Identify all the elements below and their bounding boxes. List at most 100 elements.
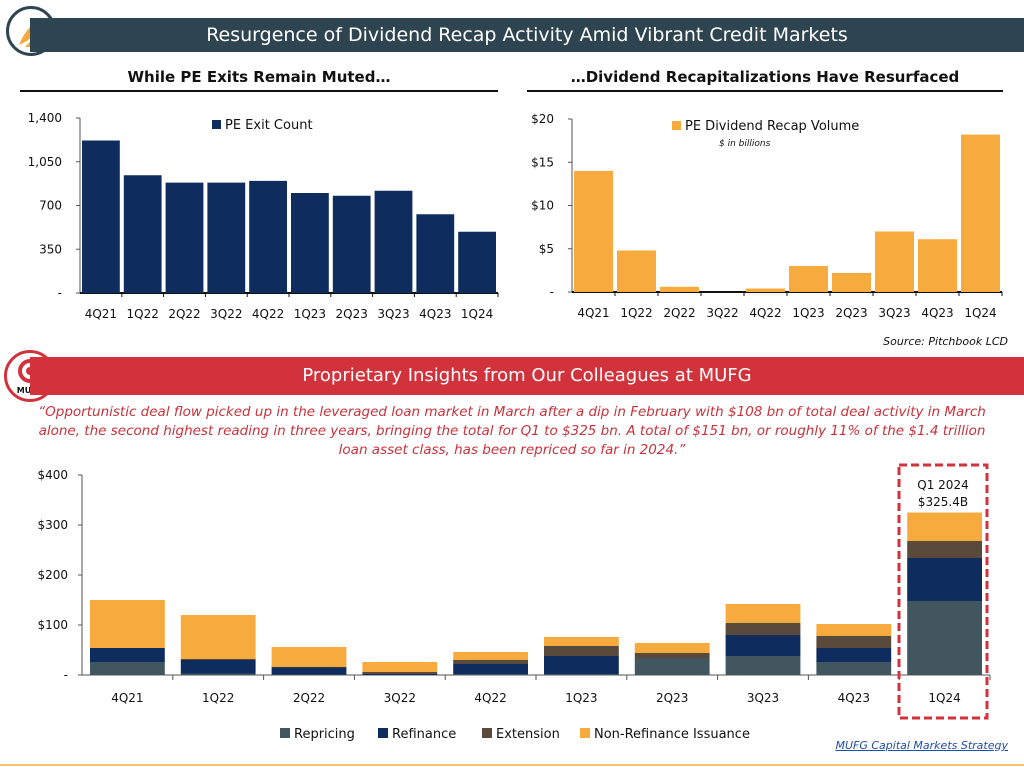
y-tick-label: 350 xyxy=(39,242,62,256)
x-tick-label: 1Q23 xyxy=(565,691,597,705)
y-tick-label: $400 xyxy=(37,468,68,482)
dividend-recap-chart: - $5 $10 $15 $20 4Q21 1Q22 2Q22 3Q22 4Q22 1Q23 2Q23… xyxy=(531,112,1003,320)
x-tick-label: 4Q21 xyxy=(85,307,117,321)
bar-4Q21 xyxy=(574,170,613,292)
bar-4Q23 xyxy=(918,239,957,292)
x-tick-label: 4Q21 xyxy=(111,691,143,705)
bar-1Q23 xyxy=(789,266,828,292)
bar-segment-1Q23-refinance xyxy=(544,656,619,674)
bar-segment-4Q22-non-refinance-issuance xyxy=(453,652,528,660)
loan-activity-chart: - $100 $200 $300 $400 4Q21 1Q22 2Q22 3Q22 4Q22 1Q2… xyxy=(37,463,991,742)
bar-segment-1Q23-extension xyxy=(544,646,619,656)
x-tick-label: 1Q24 xyxy=(928,691,960,705)
bar-4Q21 xyxy=(82,140,120,293)
bar-segment-1Q23-repricing xyxy=(544,674,619,675)
bar-3Q22 xyxy=(207,182,246,293)
bar-segment-2Q22-refinance xyxy=(271,667,347,675)
x-tick-label: 4Q23 xyxy=(838,691,870,705)
x-tick-label: 2Q23 xyxy=(656,691,688,705)
chart-annotation: $ in billions xyxy=(719,139,771,149)
bar-segment-2Q23-repricing xyxy=(634,658,710,675)
bar-segment-4Q21-refinance xyxy=(90,648,165,662)
y-tick-label: $200 xyxy=(37,568,68,582)
bar-segment-1Q24-extension xyxy=(907,541,982,558)
x-tick-label: 3Q22 xyxy=(706,306,738,320)
legend-swatch xyxy=(212,120,221,129)
bar-1Q24 xyxy=(961,134,1000,292)
bar-segment-2Q22-non-refinance-issuance xyxy=(271,647,347,667)
bar-4Q22 xyxy=(746,288,785,292)
bar-segment-3Q23-non-refinance-issuance xyxy=(725,604,801,623)
y-tick-label: $15 xyxy=(531,155,554,169)
x-tick-label: 4Q22 xyxy=(749,306,781,320)
x-tick-label: 2Q23 xyxy=(336,307,368,321)
legend-label: PE Dividend Recap Volume xyxy=(685,119,859,134)
x-tick-label: 2Q23 xyxy=(835,306,867,320)
bar-1Q22 xyxy=(617,250,656,292)
y-tick-label: $10 xyxy=(531,199,554,213)
x-tick-label: 4Q23 xyxy=(921,306,953,320)
y-tick-label: 1,400 xyxy=(28,111,62,125)
quote-text: “Opportunistic deal flow picked up in th… xyxy=(38,404,986,458)
x-tick-label: 4Q22 xyxy=(474,691,506,705)
bar-segment-3Q23-refinance xyxy=(725,635,801,656)
bar-segment-1Q22-extension xyxy=(180,659,256,660)
bar-segment-1Q23-non-refinance-issuance xyxy=(544,637,619,646)
x-tick-label: 4Q21 xyxy=(577,306,609,320)
right-subtitle: …Dividend Recapitalizations Have Resurfa… xyxy=(527,66,1003,92)
mufg-banner: Proprietary Insights from Our Colleagues… xyxy=(30,357,1024,395)
bar-segment-4Q22-repricing xyxy=(453,674,528,675)
x-tick-label: 2Q22 xyxy=(663,306,695,320)
bar-segment-3Q22-refinance xyxy=(362,674,438,675)
x-tick-label: 1Q24 xyxy=(964,306,996,320)
legend-swatch xyxy=(378,728,388,738)
y-tick-label: $300 xyxy=(37,518,68,532)
bar-segment-1Q24-non-refinance-issuance xyxy=(907,512,982,541)
y-tick-label: $5 xyxy=(539,242,554,256)
legend-swatch xyxy=(672,121,681,130)
x-tick-label: 1Q24 xyxy=(461,307,493,321)
bar-1Q22 xyxy=(123,175,162,293)
x-tick-label: 2Q22 xyxy=(168,307,200,321)
bar-segment-1Q22-repricing xyxy=(180,673,256,675)
x-tick-label: 4Q23 xyxy=(419,307,451,321)
bar-segment-2Q23-non-refinance-issuance xyxy=(634,643,710,653)
legend-swatch xyxy=(280,728,290,738)
x-tick-label: 3Q23 xyxy=(747,691,779,705)
bar-segment-3Q23-extension xyxy=(725,623,801,635)
bottom-divider xyxy=(0,764,1024,766)
y-tick-label: - xyxy=(58,286,62,300)
legend-label: Non-Refinance Issuance xyxy=(594,727,750,742)
bar-segment-3Q22-extension xyxy=(362,672,438,674)
y-tick-label: 1,050 xyxy=(28,155,62,169)
source-note: Source: Pitchbook LCD xyxy=(883,335,1008,348)
bar-segment-1Q22-refinance xyxy=(180,660,256,674)
x-tick-label: 1Q22 xyxy=(620,306,652,320)
bar-segment-1Q22-non-refinance-issuance xyxy=(180,615,256,659)
bar-2Q23 xyxy=(832,272,871,292)
y-tick-label: - xyxy=(550,285,554,299)
bar-segment-4Q23-refinance xyxy=(816,648,892,662)
x-tick-label: 1Q22 xyxy=(127,307,159,321)
x-tick-label: 4Q22 xyxy=(252,307,284,321)
x-tick-label: 3Q22 xyxy=(210,307,242,321)
bar-segment-4Q23-extension xyxy=(816,636,892,648)
bar-2Q22 xyxy=(660,286,699,292)
bar-3Q23 xyxy=(374,190,413,293)
bar-segment-2Q22-repricing xyxy=(271,674,347,675)
bar-segment-4Q22-refinance xyxy=(453,664,528,674)
bar-segment-3Q22-non-refinance-issuance xyxy=(362,662,438,672)
highlight-box xyxy=(897,463,989,720)
footer-link[interactable]: MUFG Capital Markets Strategy xyxy=(835,739,1008,752)
x-tick-label: 2Q22 xyxy=(293,691,325,705)
bar-segment-3Q23-repricing xyxy=(725,656,801,675)
bar-segment-1Q24-repricing xyxy=(907,601,982,675)
legend-label: Repricing xyxy=(294,727,355,742)
legend-label: Refinance xyxy=(392,727,456,742)
legend-swatch xyxy=(580,728,590,738)
x-tick-label: 1Q23 xyxy=(294,307,326,321)
bar-segment-4Q23-non-refinance-issuance xyxy=(816,624,892,636)
pe-exit-chart: - 350 700 1,050 1,400 4Q21 1Q22 2Q22 3Q22 4Q22 1Q2… xyxy=(28,111,499,321)
bar-4Q23 xyxy=(416,214,455,293)
x-tick-label: 3Q23 xyxy=(878,306,910,320)
